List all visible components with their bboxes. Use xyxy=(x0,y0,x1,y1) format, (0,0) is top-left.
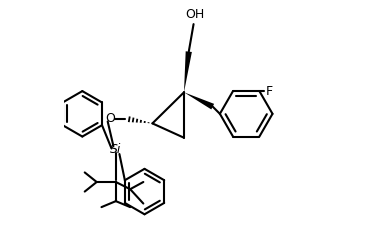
Text: O: O xyxy=(106,112,116,125)
Text: OH: OH xyxy=(185,8,204,21)
Polygon shape xyxy=(184,92,214,109)
Text: F: F xyxy=(265,84,272,98)
Text: Si: Si xyxy=(110,143,121,156)
Polygon shape xyxy=(184,51,192,92)
